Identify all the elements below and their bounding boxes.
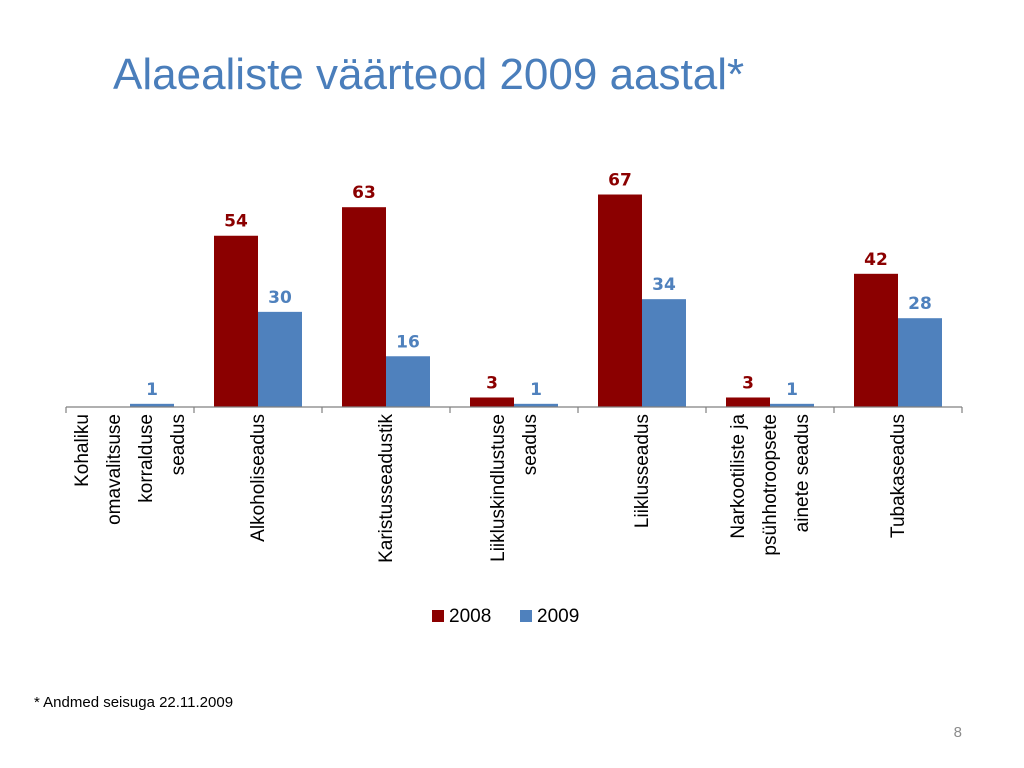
footnote: * Andmed seisuga 22.11.2009	[34, 694, 234, 711]
bar-2008-4	[598, 194, 642, 407]
category-label-1: Alkoholiseadus	[248, 414, 269, 542]
bar-2009-2	[386, 356, 430, 407]
data-label-2009-5: 1	[786, 380, 798, 400]
category-label-line: Liiklusseadus	[632, 414, 653, 528]
bar-2009-5	[770, 403, 814, 407]
category-label-5: Narkootiliste ja psühhotroopsete ainete se…	[728, 414, 813, 556]
data-label-2008-3: 3	[486, 373, 498, 393]
bar-2008-3	[470, 397, 514, 407]
bar-2009-0	[130, 403, 174, 407]
data-label-2009-6: 28	[908, 294, 932, 314]
data-label-2008-5: 3	[742, 373, 754, 393]
bar-chart: 54 63 3 67 3 42 1 30 16 1 34 1 28 Kohaliku omavalitsus…	[65, 171, 963, 627]
data-label-2008-2: 63	[352, 183, 376, 203]
category-label-line: Alkoholiseadus	[248, 414, 269, 542]
bar-2009-4	[642, 299, 686, 407]
category-label-4: Liiklusseadus	[632, 414, 653, 528]
category-label-line: Karistusseadustik	[376, 414, 397, 563]
data-label-2009-2: 16	[396, 332, 420, 352]
page-number: 8	[953, 724, 962, 741]
data-label-2009-1: 30	[268, 288, 292, 308]
bar-2008-2	[342, 207, 386, 407]
legend-label-2009: 2009	[537, 606, 579, 627]
bar-2009-3	[514, 403, 558, 407]
category-label-line: Tubakaseadus	[888, 414, 909, 538]
data-label-2008-1: 54	[224, 212, 248, 232]
category-label-line: omavalitsuse	[104, 414, 125, 525]
bar-2008-6	[854, 273, 898, 407]
category-label-0: Kohaliku omavalitsuse korralduse seadus	[72, 414, 189, 525]
category-label-line: korralduse	[136, 414, 157, 503]
category-label-line: ainete seadus	[792, 414, 813, 532]
bar-2009-6	[898, 318, 942, 407]
category-label-line: seadus	[520, 414, 541, 475]
category-label-3: Liikluskindlustuse seadus	[488, 414, 541, 562]
legend-swatch-2009	[520, 610, 532, 622]
legend-swatch-2008	[432, 610, 444, 622]
category-label-line: Kohaliku	[72, 414, 93, 487]
legend-label-2008: 2008	[449, 606, 491, 627]
data-label-2008-4: 67	[608, 171, 632, 191]
category-label-6: Tubakaseadus	[888, 414, 909, 538]
bar-2008-1	[214, 235, 258, 407]
data-label-2009-3: 1	[530, 380, 542, 400]
bar-2009-1	[258, 311, 302, 407]
category-label-line: seadus	[168, 414, 189, 475]
bar-2008-5	[726, 397, 770, 407]
category-label-line: Liikluskindlustuse	[488, 414, 509, 562]
data-label-2009-0: 1	[146, 380, 158, 400]
data-label-2008-6: 42	[864, 250, 888, 270]
slide-title: Alaealiste väärteod 2009 aastal*	[113, 50, 745, 99]
category-label-line: psühhotroopsete	[760, 414, 781, 556]
category-label-line: Narkootiliste ja	[728, 414, 749, 539]
category-label-2: Karistusseadustik	[376, 414, 397, 563]
data-label-2009-4: 34	[652, 275, 676, 295]
